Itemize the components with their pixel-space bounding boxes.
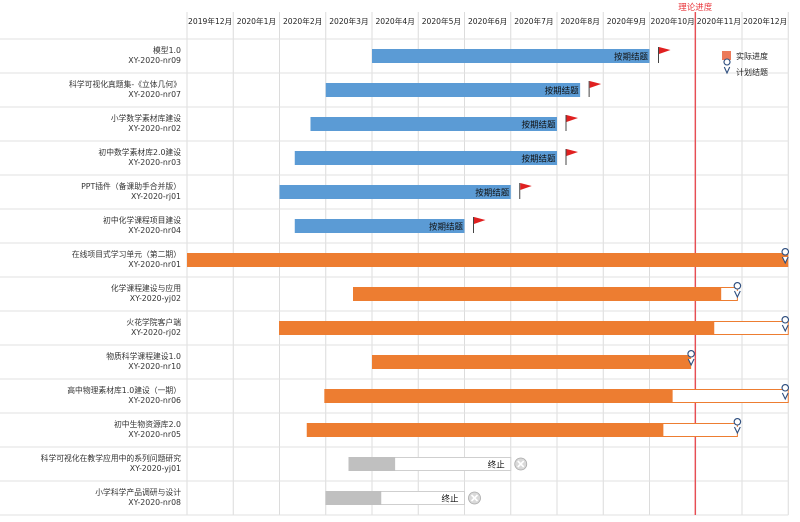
task-code-label: XY-2020-yj02 <box>130 294 181 303</box>
task-name-label: 模型1.0 <box>153 45 181 55</box>
finish-flag-icon <box>520 183 532 190</box>
task-name-label: 初中化学课程项目建设 <box>103 215 181 225</box>
month-tick-label: 2019年12月 <box>188 16 232 26</box>
completed-progress-bar <box>294 219 465 233</box>
bar-status-label: 终止 <box>441 494 459 505</box>
actual-progress-bar <box>324 389 673 403</box>
task-name-label: 火花学院客户端 <box>126 317 181 327</box>
finish-flag-icon <box>659 47 671 54</box>
month-tick-label: 2020年11月 <box>697 16 741 26</box>
theoretical-progress-label: 理论进度 <box>678 2 713 13</box>
task-code-label: XY-2020-nr07 <box>128 90 181 99</box>
actual-progress-bar <box>372 355 692 369</box>
month-tick-label: 2020年3月 <box>329 16 368 26</box>
bar-status-label: 按期结题 <box>521 120 556 131</box>
task-code-label: XY-2020-nr08 <box>128 498 181 507</box>
completed-progress-bar <box>310 117 557 131</box>
bar-status-label: 按期结题 <box>545 86 580 97</box>
month-tick-label: 2020年5月 <box>422 16 461 26</box>
planned-end-pin-icon <box>733 418 742 435</box>
month-tick-label: 2020年2月 <box>283 16 322 26</box>
legend-planned-pin-icon <box>723 58 731 75</box>
task-name-label: 初中生物资源库2.0 <box>114 419 181 429</box>
terminated-x-mark <box>470 494 479 502</box>
task-code-label: XY-2020-rj02 <box>131 328 181 337</box>
finish-flag-icon <box>589 81 602 88</box>
actual-progress-bar <box>307 423 664 437</box>
bar-status-label: 终止 <box>488 460 506 471</box>
completed-progress-bar <box>325 83 581 97</box>
task-name-label: 在线项目式学习单元（第二期） <box>72 249 181 259</box>
legend-actual-label: 实际进度 <box>736 51 768 61</box>
terminated-x-mark <box>517 460 525 468</box>
month-tick-label: 2020年4月 <box>375 16 414 26</box>
planned-end-pin-icon <box>687 350 695 367</box>
bar-status-label: 按期结题 <box>521 154 556 165</box>
finish-flag-icon <box>566 115 578 122</box>
legend-actual-swatch <box>722 51 731 60</box>
task-name-label: PPT插件（备课助手合并版） <box>81 181 181 191</box>
planned-end-pin-icon <box>733 282 742 299</box>
actual-progress-bar <box>279 321 715 335</box>
task-code-label: XY-2020-nr03 <box>128 158 181 167</box>
task-name-label: 科学可视化真题集-《立体几何》 <box>69 79 181 89</box>
month-tick-label: 2020年9月 <box>607 16 646 26</box>
task-code-label: XY-2020-nr05 <box>128 430 181 439</box>
planned-end-pin-icon <box>781 316 789 333</box>
completed-progress-bar <box>372 49 650 63</box>
completed-progress-bar <box>294 151 557 165</box>
task-code-label: XY-2020-nr09 <box>128 56 181 65</box>
month-tick-label: 2020年8月 <box>560 16 599 26</box>
actual-progress-bar <box>187 253 789 267</box>
bar-status-label: 按期结题 <box>429 222 464 233</box>
month-tick-label: 2020年6月 <box>468 16 507 26</box>
legend-planned-label: 计划结题 <box>736 67 768 77</box>
task-name-label: 小学科学产品调研与设计 <box>95 487 181 497</box>
planned-end-pin-icon <box>781 248 789 265</box>
task-name-label: 高中物理素材库1.0建设（一期） <box>67 385 181 395</box>
task-code-label: XY-2020-nr04 <box>128 226 181 235</box>
month-tick-label: 2020年12月 <box>743 16 787 26</box>
bar-status-label: 按期结题 <box>614 52 649 63</box>
bar-status-label: 按期结题 <box>475 188 510 199</box>
task-code-label: XY-2020-rj01 <box>131 192 181 201</box>
task-name-label: 小学数学素材库建设 <box>111 113 181 123</box>
actual-progress-bar <box>353 287 722 301</box>
month-tick-label: 2020年7月 <box>514 16 553 26</box>
task-code-label: XY-2020-nr01 <box>128 260 181 269</box>
completed-progress-bar <box>279 185 511 199</box>
planned-end-pin-icon <box>781 384 789 401</box>
task-name-label: 初中数学素材库2.0建设 <box>98 147 181 157</box>
task-name-label: 化学课程建设与应用 <box>111 283 181 293</box>
terminated-progress-bar <box>325 491 382 505</box>
task-code-label: XY-2020-yj01 <box>130 464 181 473</box>
terminated-progress-bar <box>348 457 396 471</box>
task-code-label: XY-2020-nr10 <box>128 362 181 371</box>
task-code-label: XY-2020-nr02 <box>128 124 181 133</box>
finish-flag-icon <box>474 217 486 224</box>
month-tick-label: 2020年10月 <box>651 16 695 26</box>
task-code-label: XY-2020-nr06 <box>128 396 181 405</box>
finish-flag-icon <box>566 149 578 156</box>
task-name-label: 物质科学课程建设1.0 <box>106 351 181 361</box>
month-tick-label: 2020年1月 <box>237 16 276 26</box>
task-name-label: 科学可视化在教学应用中的系列问题研究 <box>41 453 182 463</box>
